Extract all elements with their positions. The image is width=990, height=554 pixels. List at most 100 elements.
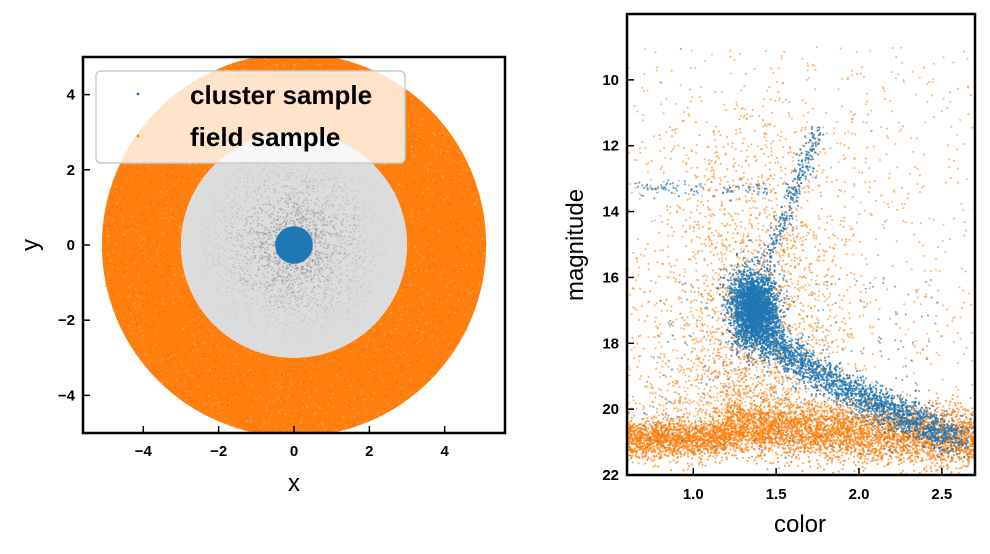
field-point: [141, 248, 144, 251]
field-point: [182, 181, 185, 183]
field-point: [381, 333, 384, 336]
unselected-point: [338, 347, 340, 349]
unselected-point: [303, 327, 305, 329]
field-point: [419, 352, 421, 355]
unselected-point: [246, 296, 249, 299]
unselected-point: [321, 269, 324, 271]
field-point: [350, 379, 353, 382]
unselected-point: [221, 209, 224, 212]
unselected-point: [322, 291, 324, 294]
field-point: [466, 169, 469, 172]
unselected-point: [277, 262, 280, 264]
unselected-point: [333, 233, 335, 236]
field-point: [415, 138, 417, 141]
unselected-point: [232, 288, 234, 291]
field-point: [297, 412, 300, 415]
field-point: [169, 255, 171, 257]
field-point: [410, 97, 413, 100]
field-point: [430, 371, 432, 374]
field-point: [320, 355, 323, 357]
unselected-point: [302, 175, 304, 177]
unselected-point: [346, 288, 349, 290]
unselected-point: [308, 224, 311, 227]
unselected-point: [221, 205, 224, 207]
unselected-point: [379, 287, 382, 289]
field-point: [170, 282, 172, 285]
unselected-point: [343, 209, 346, 212]
field-point: [130, 303, 132, 306]
unselected-point: [269, 301, 272, 304]
unselected-point: [230, 315, 233, 317]
field-point: [347, 381, 349, 384]
field-point: [123, 307, 126, 309]
field-point: [446, 150, 449, 153]
field-point: [166, 372, 168, 375]
unselected-point: [285, 271, 288, 274]
unselected-point: [276, 200, 279, 203]
unselected-point: [240, 337, 242, 340]
field-point: [437, 215, 440, 218]
unselected-point: [197, 258, 199, 261]
unselected-point: [266, 163, 269, 166]
field-point: [233, 340, 235, 343]
field-point: [170, 355, 172, 358]
field-point: [277, 397, 279, 400]
unselected-point: [301, 272, 304, 274]
field-point: [244, 429, 247, 432]
field-point: [106, 235, 108, 237]
unselected-point: [313, 179, 316, 181]
unselected-point: [208, 217, 211, 219]
field-point: [403, 351, 405, 354]
unselected-point: [364, 210, 367, 213]
field-point: [272, 401, 275, 403]
field-point: [481, 210, 484, 213]
unselected-point: [252, 246, 255, 249]
unselected-point: [250, 277, 253, 279]
unselected-point: [314, 245, 317, 248]
field-point: [184, 325, 186, 327]
field-point: [457, 270, 459, 273]
unselected-point: [282, 347, 285, 350]
field-point: [135, 328, 138, 331]
field-point: [123, 254, 125, 256]
field-point: [452, 279, 454, 282]
unselected-point: [304, 180, 307, 183]
unselected-point: [279, 216, 282, 218]
field-point: [475, 203, 477, 205]
field-point: [314, 64, 317, 67]
field-point: [243, 347, 246, 350]
unselected-point: [207, 310, 210, 313]
unselected-point: [270, 213, 273, 216]
field-point: [259, 60, 262, 63]
unselected-point: [228, 310, 231, 313]
field-point: [361, 384, 363, 387]
unselected-point: [355, 227, 358, 229]
unselected-point: [360, 264, 362, 266]
field-point: [118, 229, 121, 232]
unselected-point: [279, 338, 282, 341]
field-point: [432, 313, 434, 316]
unselected-point: [203, 264, 206, 267]
field-point: [441, 125, 444, 128]
unselected-point: [351, 312, 354, 314]
field-point: [135, 229, 137, 232]
unselected-point: [315, 319, 317, 321]
field-point: [407, 341, 409, 343]
field-point: [130, 221, 133, 223]
field-point: [389, 341, 391, 344]
unselected-point: [267, 341, 270, 344]
unselected-point: [348, 253, 351, 255]
field-point: [252, 359, 254, 361]
unselected-point: [327, 286, 330, 289]
unselected-point: [289, 292, 291, 294]
unselected-point: [293, 347, 296, 350]
field-point: [425, 290, 427, 293]
unselected-point: [355, 206, 358, 209]
field-point: [419, 318, 421, 320]
unselected-point: [395, 270, 397, 273]
unselected-point: [371, 255, 374, 258]
unselected-point: [325, 167, 328, 170]
unselected-point: [371, 270, 374, 273]
field-point: [368, 389, 371, 392]
field-point: [235, 396, 237, 398]
